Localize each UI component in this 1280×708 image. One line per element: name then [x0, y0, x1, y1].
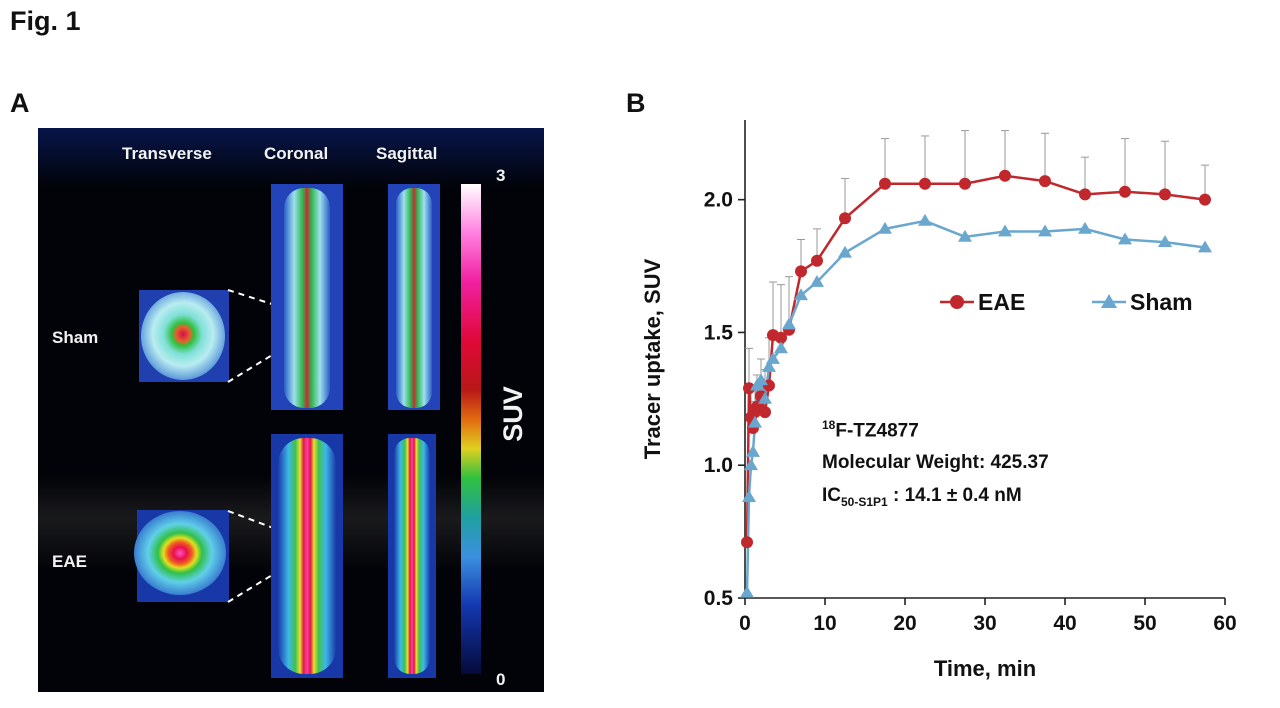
eae-data-point	[919, 177, 931, 190]
x-tick-label: 30	[973, 612, 996, 635]
sham-data-point	[1118, 232, 1132, 245]
panel-a-label: A	[10, 88, 30, 118]
eae-data-point	[1079, 188, 1091, 201]
view-label-sagittal: Sagittal	[376, 144, 438, 163]
sham-data-point	[746, 444, 760, 457]
ic50-value: IC50-S1P1 : 14.1 ± 0.4 nM	[822, 485, 1022, 509]
panel-b-label: B	[626, 88, 646, 118]
sham-data-point	[758, 391, 772, 404]
sham-data-point	[878, 221, 892, 234]
sham-data-point	[766, 352, 780, 364]
x-tick-label: 20	[893, 612, 916, 635]
pet-background-glow	[38, 128, 544, 188]
sham-data-point	[998, 224, 1012, 237]
sham-data-point	[1158, 235, 1172, 248]
pet-image-panel: Transverse Coronal Sagittal Sham EAE	[38, 128, 544, 692]
view-label-transverse: Transverse	[122, 144, 212, 163]
sham-data-point	[748, 415, 762, 428]
eae-data-point	[959, 177, 971, 190]
ic50-prefix: IC	[822, 485, 841, 506]
suv-colorbar	[461, 184, 481, 674]
compound-label: F-TZ4877	[835, 420, 919, 442]
y-tick-label: 1.0	[704, 454, 733, 477]
legend-eae-marker	[950, 295, 964, 309]
eae-data-point	[1159, 188, 1171, 201]
compound-name: 18F-TZ4877	[822, 418, 919, 442]
eae-data-point	[741, 536, 753, 549]
ic50-number: : 14.1 ± 0.4 nM	[887, 485, 1022, 506]
sham-data-point	[958, 229, 972, 242]
sham-data-point	[794, 288, 808, 301]
sham-data-point	[782, 317, 796, 330]
legend-sham-label: Sham	[1130, 289, 1193, 315]
sham-data-point	[774, 341, 788, 354]
eae-data-point	[1199, 193, 1211, 206]
eae-data-point	[879, 177, 891, 190]
eae-data-point	[1039, 175, 1051, 188]
sham-data-point	[810, 274, 824, 287]
sham-data-point	[838, 245, 852, 258]
eae-data-point	[795, 265, 807, 278]
figure-title: Fig. 1	[10, 6, 81, 36]
sham-data-point	[1078, 221, 1092, 234]
legend-eae-label: EAE	[978, 289, 1025, 315]
row-label-eae: EAE	[52, 552, 87, 571]
view-label-coronal: Coronal	[264, 144, 329, 163]
ic50-subscript: 50-S1P1	[841, 494, 888, 509]
sham-data-point	[918, 213, 932, 226]
eae-data-point	[839, 212, 851, 225]
sham-data-point	[740, 585, 754, 598]
eae-data-point	[775, 331, 787, 344]
eae-data-point	[759, 406, 771, 419]
isotope-superscript: 18	[822, 418, 836, 432]
sham-transverse-signal	[141, 292, 225, 380]
row-label-sham: Sham	[52, 328, 99, 347]
sham-data-point	[754, 373, 768, 386]
sham-series-line	[745, 219, 1206, 593]
eae-connector-top	[227, 510, 301, 539]
sham-connector-top	[227, 289, 301, 314]
eae-transverse-signal	[134, 511, 226, 595]
x-tick-label: 50	[1133, 612, 1156, 635]
eae-data-point	[743, 382, 755, 395]
colorbar-title: SUV	[498, 386, 528, 442]
sham-data-point	[742, 490, 756, 502]
sham-data-point	[1038, 224, 1052, 237]
sham-data-point	[744, 458, 758, 471]
x-tick-label: 10	[813, 612, 836, 635]
colorbar-min-label: 0	[496, 670, 506, 689]
eae-data-point	[999, 169, 1011, 182]
eae-data-point	[1119, 185, 1131, 198]
x-tick-label: 0	[739, 612, 751, 635]
molecular-weight: Molecular Weight: 425.37	[822, 452, 1049, 473]
x-tick-label: 60	[1213, 612, 1236, 635]
y-tick-label: 0.5	[704, 587, 734, 610]
y-tick-label: 1.5	[704, 321, 734, 344]
pet-scan-images	[134, 184, 481, 678]
sham-data-point	[762, 359, 776, 372]
y-axis-title: Tracer uptake, SUV	[640, 258, 665, 459]
sham-data-point	[1198, 240, 1212, 253]
eae-coronal-signal	[278, 438, 336, 674]
sham-sagittal-signal	[396, 188, 432, 408]
tracer-uptake-chart: 0.5 1.0 1.5 2.0 0 10 20 30 40 50 60 EAE Sham Time, …	[640, 120, 1237, 681]
x-axis-title: Time, min	[934, 656, 1036, 681]
x-tick-label: 40	[1053, 612, 1076, 635]
eae-sagittal-signal	[394, 438, 430, 674]
colorbar-max-label: 3	[496, 166, 506, 185]
eae-data-point	[811, 254, 823, 267]
legend-sham-marker	[1101, 294, 1117, 308]
y-tick-label: 2.0	[704, 189, 733, 212]
sham-coronal-signal	[284, 188, 330, 408]
